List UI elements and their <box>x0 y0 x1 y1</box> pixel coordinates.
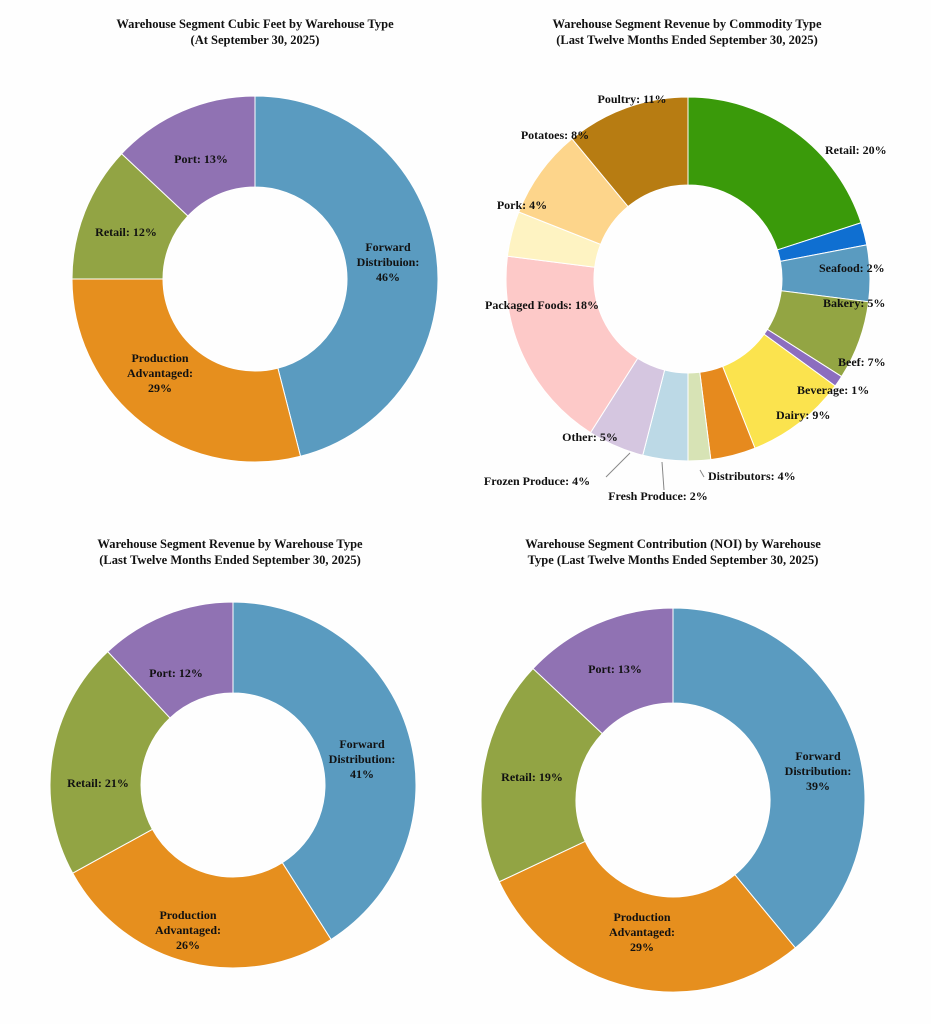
chart2-label-packaged-foods: Packaged Foods: 18% <box>485 298 599 312</box>
chart2-label-frozen-produce: Frozen Produce: 4% <box>484 474 590 488</box>
chart2-label-beef: Beef: 7% <box>838 355 886 369</box>
chart1-slice-forward-distribuion <box>254 95 439 457</box>
chart1-label-forward-distribuion: Forward Distribuion: 46% <box>357 240 420 284</box>
chart2-leader-frozen-produce <box>605 452 631 478</box>
chart3-label-port: Port: 12% <box>149 666 203 680</box>
chart3-title: Warehouse Segment Revenue by Warehouse T… <box>30 536 430 568</box>
chart4-slice-port <box>532 607 674 735</box>
chart2-slice-packaged-foods <box>505 255 639 434</box>
chart4-title-line2: Type (Last Twelve Months Ended September… <box>527 553 819 567</box>
chart2-label-fresh-produce: Fresh Produce: 2% <box>608 489 708 503</box>
chart4-label-retail: Retail: 19% <box>501 770 563 784</box>
chart2-title: Warehouse Segment Revenue by Commodity T… <box>487 16 887 48</box>
chart2-slice-poultry <box>571 96 689 208</box>
chart1-title-line2: (At September 30, 2025) <box>190 33 320 47</box>
chart3-label-production-advantaged: Production Advantaged: 26% <box>155 908 221 952</box>
chart2-label-retail: Retail: 20% <box>825 143 887 157</box>
chart3-label-retail: Retail: 21% <box>67 776 129 790</box>
chart4-title: Warehouse Segment Contribution (NOI) by … <box>473 536 873 568</box>
chart2-label-bakery: Bakery: 5% <box>823 296 885 310</box>
chart2-label-seafood: Seafood: 2% <box>819 261 885 275</box>
chart2-label-dairy: Dairy: 9% <box>776 408 830 422</box>
chart4-slice-retail <box>480 667 603 883</box>
chart1-slice-production-advantaged <box>71 278 302 463</box>
chart4-label-production-advantaged: Production Advantaged: 29% <box>609 910 675 954</box>
chart2-leader-distributors <box>699 469 705 478</box>
chart2-label-potatoes: Potatoes: 8% <box>521 128 589 142</box>
chart1-title: Warehouse Segment Cubic Feet by Warehous… <box>55 16 455 48</box>
chart2-label-pork: Pork: 4% <box>497 198 547 212</box>
chart3-title-line2: (Last Twelve Months Ended September 30, … <box>99 553 361 567</box>
chart2-label-beverage: Beverage: 1% <box>797 383 869 397</box>
chart4-label-forward-distribution: Forward Distribution: 39% <box>785 749 852 793</box>
chart3-slice-production-advantaged <box>71 828 332 969</box>
chart3-title-line1: Warehouse Segment Revenue by Warehouse T… <box>97 537 363 551</box>
chart1-label-port: Port: 13% <box>174 152 228 166</box>
chart4-title-line1: Warehouse Segment Contribution (NOI) by … <box>525 537 821 551</box>
chart2-slice-retail <box>687 96 862 251</box>
chart2-title-line2: (Last Twelve Months Ended September 30, … <box>556 33 818 47</box>
chart4-label-port: Port: 13% <box>588 662 642 676</box>
chart1-label-retail: Retail: 12% <box>95 225 157 239</box>
chart2-title-line1: Warehouse Segment Revenue by Commodity T… <box>552 17 822 31</box>
chart1-label-production-advantaged: Production Advantaged: 29% <box>127 351 193 395</box>
chart3-slice-retail <box>49 650 171 874</box>
chart3-slice-forward-distribution <box>232 601 417 941</box>
chart2-label-distributors: Distributors: 4% <box>708 469 796 483</box>
chart3-label-forward-distribution: Forward Distribution: 41% <box>329 737 396 781</box>
chart1-title-line1: Warehouse Segment Cubic Feet by Warehous… <box>116 17 394 31</box>
chart2-label-other: Other: 5% <box>562 430 618 444</box>
chart2-leader-fresh-produce <box>661 461 665 491</box>
chart3-slice-port <box>107 601 234 719</box>
chart4-slice-production-advantaged <box>498 840 797 993</box>
chart1-slice-port <box>120 95 256 217</box>
chart4-slice-forward-distribution <box>672 607 866 949</box>
chart2-label-poultry: Poultry: 11% <box>598 92 667 106</box>
